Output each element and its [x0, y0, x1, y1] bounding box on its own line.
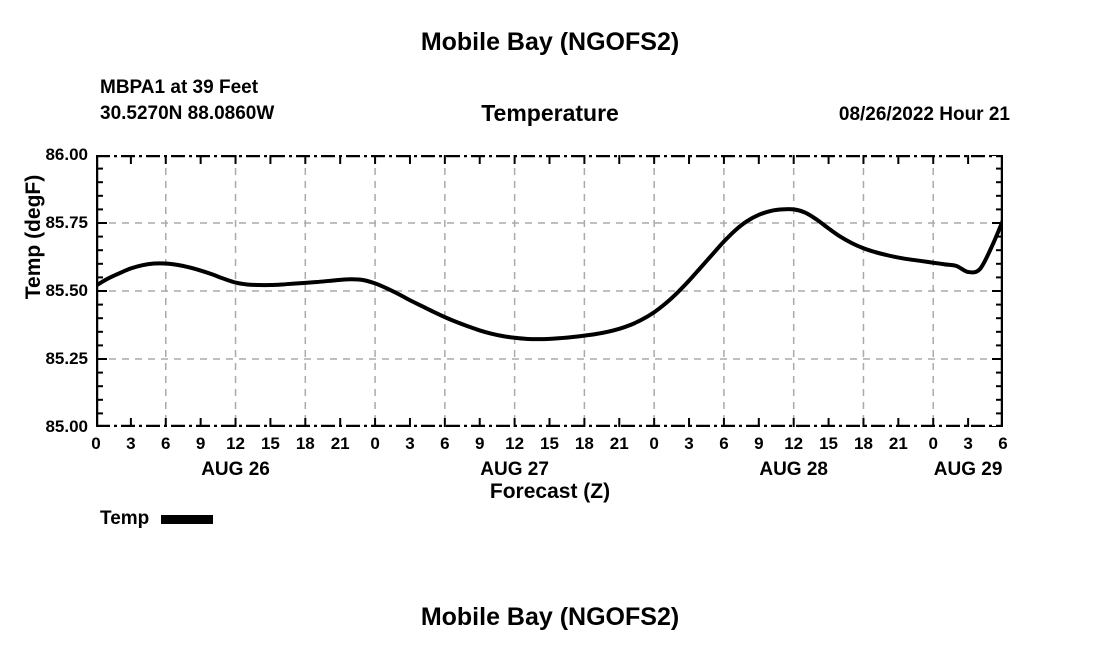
day-label: AUG 29 — [933, 459, 1003, 480]
x-tick-label: 18 — [295, 434, 315, 453]
x-tick-label: 21 — [888, 434, 908, 453]
x-tick-label: 18 — [574, 434, 594, 453]
day-label: AUG 26 — [201, 459, 270, 480]
x-tick-label: 3 — [684, 434, 694, 453]
day-label: AUG 27 — [480, 459, 549, 480]
y-tick-label: 85.50 — [45, 281, 88, 300]
x-tick-label: 9 — [195, 434, 206, 453]
x-tick-label: 18 — [853, 434, 873, 453]
x-axis-label: Forecast (Z) — [489, 480, 611, 503]
x-tick-label: 15 — [260, 434, 280, 453]
x-tick-label: 3 — [405, 434, 415, 453]
y-axis-label: Temp (degF) — [22, 174, 45, 300]
x-tick-label: 3 — [126, 434, 136, 453]
x-tick-label: 12 — [505, 434, 525, 453]
x-tick-label: 9 — [474, 434, 485, 453]
y-tick-label: 86.00 — [45, 145, 88, 164]
model-run-timestamp: 08/26/2022 Hour 21 — [838, 104, 1010, 125]
x-tick-label: 0 — [928, 434, 938, 453]
x-tick-label: 3 — [963, 434, 973, 453]
page-title: Mobile Bay (NGOFS2) — [420, 28, 680, 56]
x-tick-label: 6 — [998, 434, 1008, 453]
y-tick-label: 85.75 — [45, 213, 88, 232]
temperature-line-chart — [96, 155, 1003, 427]
x-tick-label: 6 — [719, 434, 729, 453]
x-tick-label: 21 — [330, 434, 350, 453]
x-tick-label: 12 — [784, 434, 804, 453]
x-tick-label: 6 — [440, 434, 450, 453]
y-tick-label: 85.00 — [45, 417, 88, 436]
x-tick-label: 21 — [609, 434, 629, 453]
page-title-footer: Mobile Bay (NGOFS2) — [420, 603, 680, 631]
x-tick-label: 0 — [91, 434, 101, 453]
station-name: MBPA1 at 39 Feet — [100, 77, 259, 98]
plot-area — [96, 155, 1003, 427]
day-label: AUG 28 — [759, 459, 829, 480]
legend-label-temp: Temp — [100, 508, 150, 529]
x-tick-label: 15 — [819, 434, 839, 453]
y-tick-label: 85.25 — [45, 349, 88, 368]
x-tick-label: 15 — [540, 434, 559, 453]
legend-swatch-temp — [161, 514, 214, 524]
x-tick-label: 12 — [226, 434, 245, 453]
x-tick-label: 0 — [370, 434, 380, 453]
x-tick-label: 0 — [649, 434, 659, 453]
chart-subtitle: Temperature — [481, 100, 619, 126]
station-coordinates: 30.5270N 88.0860W — [100, 103, 275, 124]
chart-legend: Temp — [100, 508, 214, 530]
x-tick-label: 9 — [754, 434, 764, 453]
x-tick-label: 6 — [161, 434, 171, 453]
